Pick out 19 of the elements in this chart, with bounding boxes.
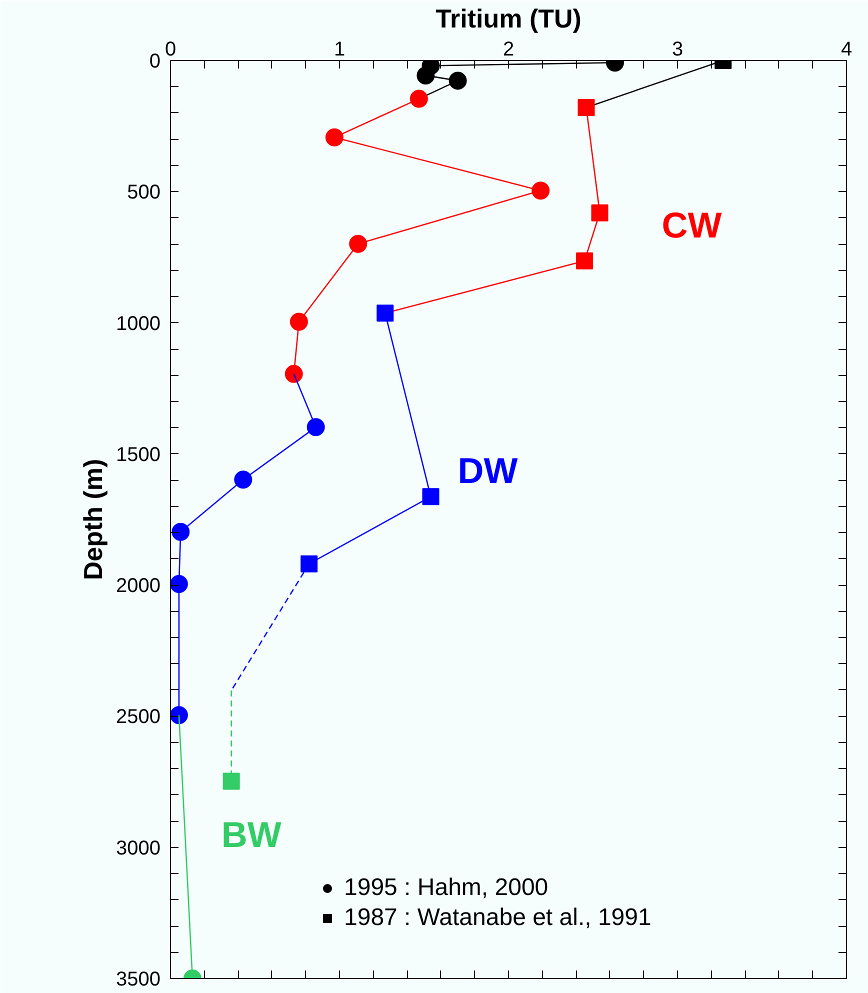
annotation: DW xyxy=(458,450,518,492)
y-tick-label: 3000 xyxy=(116,837,161,860)
x-axis-title: Tritium (TU) xyxy=(436,4,582,34)
y-tick-label: 500 xyxy=(127,182,161,204)
y-axis-title: Depth (m) xyxy=(78,458,108,580)
x-tick-label: 1 xyxy=(334,38,346,60)
legend-label: 1987 : Watanabe et al., 1991 xyxy=(344,904,652,932)
y-tick-label: 1000 xyxy=(116,312,161,335)
y-tick-label: 2000 xyxy=(116,575,161,598)
y-tick-label: 2500 xyxy=(116,706,161,728)
x-tick-label: 4 xyxy=(840,38,852,60)
x-tick-label: 2 xyxy=(502,38,514,60)
x-tick-label: 3 xyxy=(672,38,684,60)
y-tick-label: 1500 xyxy=(116,444,161,466)
annotation: BW xyxy=(221,814,282,855)
annotation: CW xyxy=(662,204,722,246)
legend-label: 1995 : Hahm, 2000 xyxy=(344,874,548,902)
x-tick-label: 0 xyxy=(164,38,176,60)
y-tick-label: 3500 xyxy=(116,968,161,990)
